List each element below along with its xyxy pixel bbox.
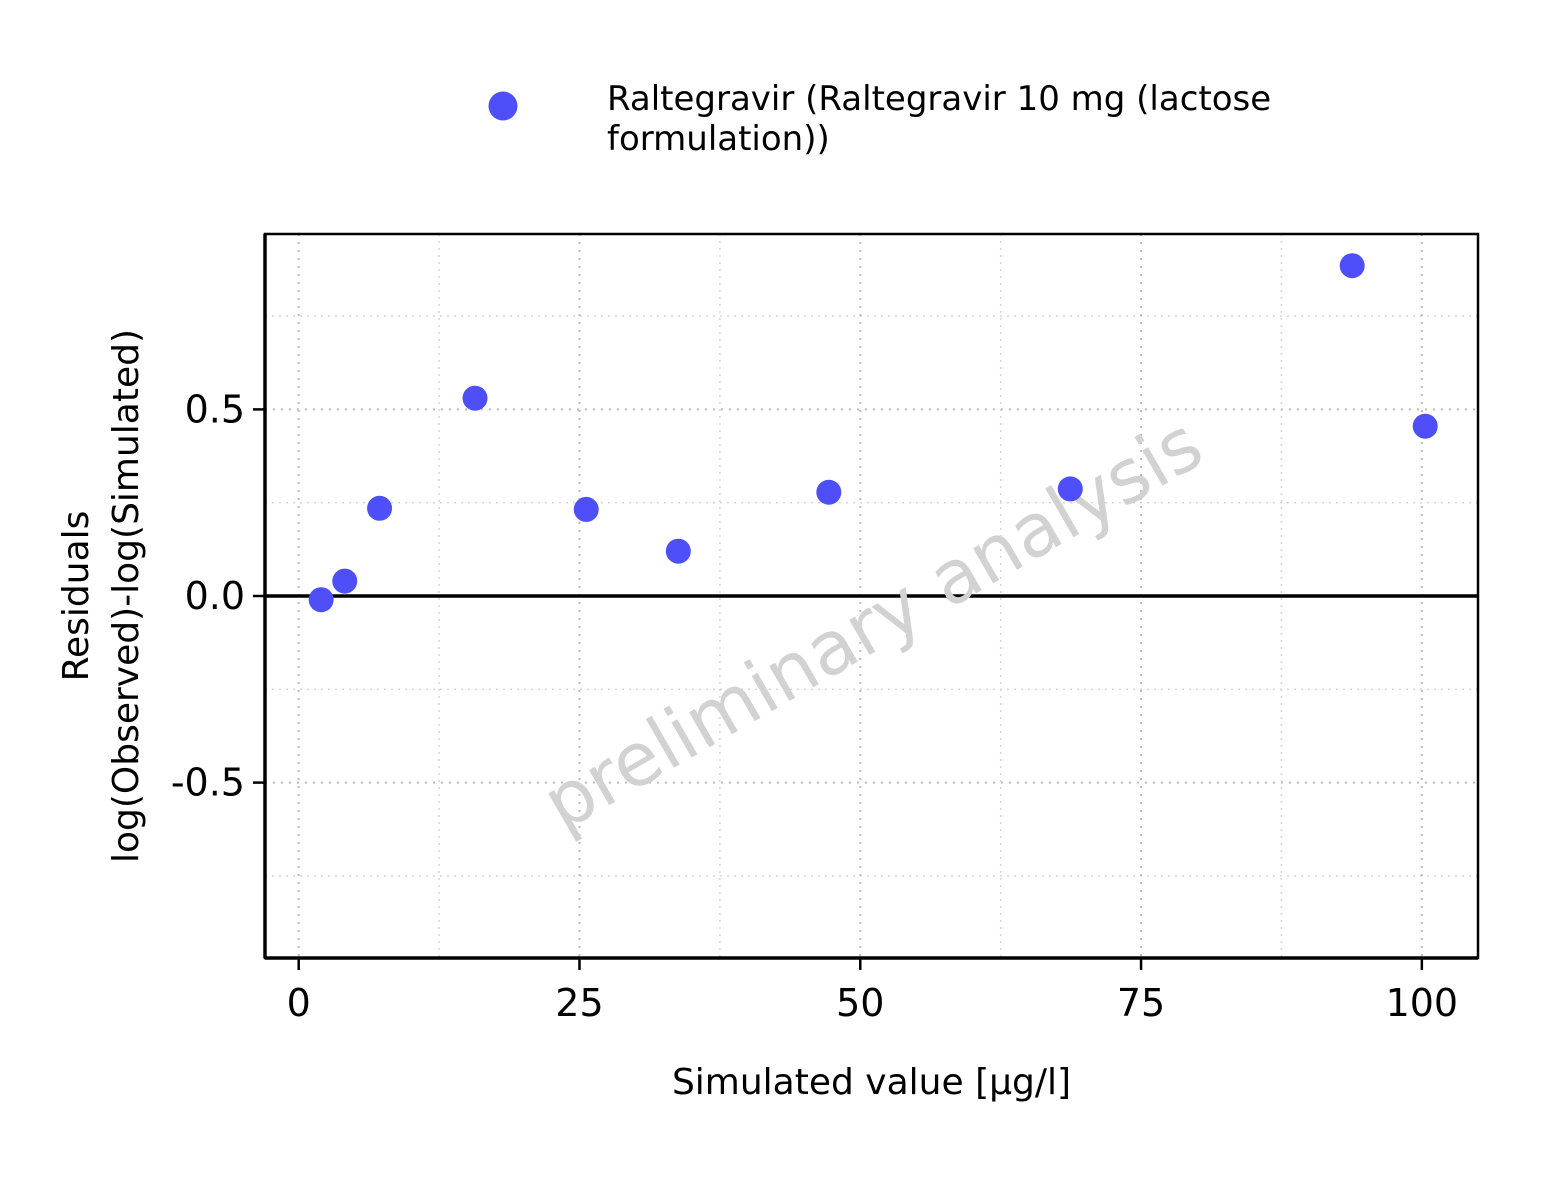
watermark-text: preliminary analysis bbox=[529, 401, 1217, 848]
data-point bbox=[816, 479, 842, 505]
data-point bbox=[573, 496, 599, 522]
legend: Raltegravir (Raltegravir 10 mg (lactosef… bbox=[488, 79, 1271, 159]
point-layer bbox=[308, 253, 1438, 613]
x-axis-title: Simulated value [µg/l] bbox=[672, 1062, 1071, 1103]
y-axis-title-line: log(Observed)-log(Simulated) bbox=[106, 329, 147, 863]
legend-label-line: Raltegravir (Raltegravir 10 mg (lactose bbox=[607, 79, 1271, 119]
data-point bbox=[1339, 253, 1365, 279]
legend-label-line: formulation)) bbox=[607, 119, 830, 159]
y-tick-label: -0.5 bbox=[171, 761, 245, 805]
y-axis-title-line: Residuals bbox=[56, 511, 97, 682]
data-point bbox=[332, 568, 358, 594]
label-layer: Simulated value [µg/l] Residuals log(Obser… bbox=[56, 329, 1071, 1103]
data-point bbox=[1057, 476, 1083, 502]
x-tick-label: 25 bbox=[555, 981, 603, 1025]
x-tick-label: 75 bbox=[1117, 981, 1165, 1025]
legend-marker bbox=[488, 91, 518, 121]
data-point bbox=[1412, 413, 1438, 439]
data-point bbox=[367, 495, 393, 521]
x-tick-label: 0 bbox=[287, 981, 311, 1025]
x-tick-label: 50 bbox=[836, 981, 884, 1025]
data-point bbox=[308, 587, 334, 613]
tick-layer: 0 25 50 75 100 0.5 0.0 -0.5 bbox=[171, 387, 1458, 1025]
x-tick-label: 100 bbox=[1386, 981, 1459, 1025]
watermark-layer: preliminary analysis bbox=[529, 401, 1217, 848]
y-tick-label: 0.5 bbox=[185, 387, 245, 431]
y-tick-label: 0.0 bbox=[185, 574, 245, 618]
data-point bbox=[665, 538, 691, 564]
data-point bbox=[462, 385, 488, 411]
